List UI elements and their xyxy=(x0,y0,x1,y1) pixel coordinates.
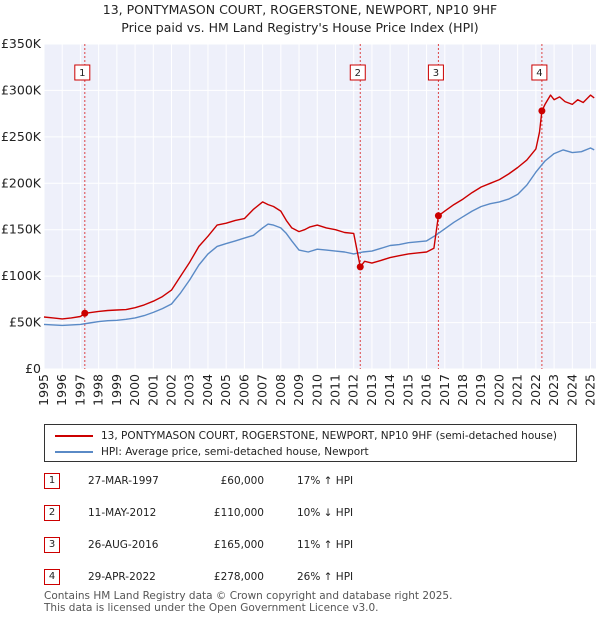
sale-number-badge: 3 xyxy=(44,537,60,553)
footer-copyright: Contains HM Land Registry data © Crown c… xyxy=(44,590,453,602)
sale-date: 27-MAR-1997 xyxy=(88,475,159,487)
x-tick-label: 2000 xyxy=(127,374,142,406)
price-chart: 13, PONTYMASON COURT, ROGERSTONE, NEWPOR… xyxy=(1,2,598,406)
x-tick-label: 2011 xyxy=(327,374,342,406)
footer: Contains HM Land Registry data © Crown c… xyxy=(44,590,452,614)
sale-marker-label: 2 xyxy=(355,68,361,79)
x-tick-label: 2018 xyxy=(455,374,470,406)
sale-price: £278,000 xyxy=(213,571,264,583)
x-tick-label: 2001 xyxy=(145,374,160,406)
x-tick-label: 2024 xyxy=(564,374,579,406)
sale-hpi-change: 10% ↓ HPI xyxy=(297,507,354,519)
sale-row: 4 29-APR-2022 £278,000 26% ↑ HPI xyxy=(44,565,584,589)
y-tick-label: £350K xyxy=(1,36,42,51)
sale-point xyxy=(434,212,442,220)
sale-number-badge: 2 xyxy=(44,505,60,521)
y-tick-label: £150K xyxy=(1,222,42,237)
x-tick-label: 2017 xyxy=(437,374,452,406)
x-tick-label: 1995 xyxy=(36,374,51,406)
sale-number-badge: 4 xyxy=(44,569,60,585)
plot-area xyxy=(44,44,596,369)
x-tick-label: 2020 xyxy=(491,374,506,406)
x-tick-label: 1998 xyxy=(91,374,106,406)
x-tick-label: 2016 xyxy=(419,374,434,406)
chart-subtitle: Price paid vs. HM Land Registry's House … xyxy=(121,20,478,35)
legend-item-hpi: HPI: Average price, semi-detached house,… xyxy=(55,446,369,458)
x-tick-label: 2014 xyxy=(382,374,397,406)
x-tick-label: 2009 xyxy=(291,374,306,406)
y-tick-label: £250K xyxy=(1,129,42,144)
x-tick-label: 1996 xyxy=(54,374,69,406)
sale-hpi-change: 11% ↑ HPI xyxy=(297,539,354,551)
sale-row: 2 11-MAY-2012 £110,000 10% ↓ HPI xyxy=(44,501,584,525)
y-tick-label: £0 xyxy=(25,361,41,376)
x-tick-label: 2013 xyxy=(364,374,379,406)
sale-marker-label: 4 xyxy=(536,68,542,79)
sale-price: £110,000 xyxy=(213,507,264,519)
legend-label-property: 13, PONTYMASON COURT, ROGERSTONE, NEWPOR… xyxy=(101,430,557,442)
sale-marker-box xyxy=(531,64,548,81)
x-tick-label: 2004 xyxy=(200,374,215,406)
sale-row: 3 26-AUG-2016 £165,000 11% ↑ HPI xyxy=(44,533,584,557)
series-line xyxy=(43,94,595,320)
sale-marker-box xyxy=(349,64,366,81)
x-tick-label: 2021 xyxy=(510,374,525,406)
x-tick-label: 2012 xyxy=(346,374,361,406)
sale-hpi-change: 26% ↑ HPI xyxy=(297,571,354,583)
x-tick-label: 2019 xyxy=(473,374,488,406)
x-tick-label: 2022 xyxy=(528,374,543,406)
chart-title: 13, PONTYMASON COURT, ROGERSTONE, NEWPOR… xyxy=(103,2,497,17)
sale-marker-box xyxy=(74,64,91,81)
sale-price: £165,000 xyxy=(213,539,264,551)
sale-marker-box xyxy=(427,64,444,81)
x-tick-label: 2023 xyxy=(546,374,561,406)
x-tick-label: 2006 xyxy=(236,374,251,406)
sale-hpi-change: 17% ↑ HPI xyxy=(297,475,354,487)
legend-item-property: 13, PONTYMASON COURT, ROGERSTONE, NEWPOR… xyxy=(55,430,557,442)
x-tick-label: 2015 xyxy=(400,374,415,406)
legend-swatch-hpi xyxy=(55,451,93,453)
legend-label-hpi: HPI: Average price, semi-detached house,… xyxy=(101,446,369,458)
y-tick-label: £50K xyxy=(9,315,42,330)
y-tick-label: £100K xyxy=(1,268,42,283)
x-tick-label: 2025 xyxy=(583,374,598,406)
sale-point xyxy=(81,309,89,317)
x-tick-label: 2003 xyxy=(182,374,197,406)
x-tick-label: 2005 xyxy=(218,374,233,406)
x-tick-label: 1997 xyxy=(72,374,87,406)
y-tick-label: £300K xyxy=(1,82,42,97)
footer-licence: This data is licensed under the Open Gov… xyxy=(44,602,379,614)
sale-point xyxy=(356,263,364,271)
x-tick-label: 2010 xyxy=(309,374,324,406)
sale-number-badge: 1 xyxy=(44,473,60,489)
y-tick-label: £200K xyxy=(1,175,42,190)
sale-date: 29-APR-2022 xyxy=(88,571,156,583)
sale-point xyxy=(538,107,546,115)
x-tick-label: 1999 xyxy=(109,374,124,406)
sale-marker-label: 3 xyxy=(433,68,439,79)
sale-price: £60,000 xyxy=(220,475,264,487)
series-line xyxy=(43,147,595,327)
legend-swatch-property xyxy=(55,435,93,437)
sale-date: 11-MAY-2012 xyxy=(88,507,157,519)
x-tick-label: 2007 xyxy=(255,374,270,406)
sale-row: 1 27-MAR-1997 £60,000 17% ↑ HPI xyxy=(44,469,584,493)
legend: 13, PONTYMASON COURT, ROGERSTONE, NEWPOR… xyxy=(44,424,577,462)
sale-marker-label: 1 xyxy=(79,68,85,79)
x-tick-label: 2002 xyxy=(164,374,179,406)
x-tick-label: 2008 xyxy=(273,374,288,406)
sale-date: 26-AUG-2016 xyxy=(88,539,159,551)
